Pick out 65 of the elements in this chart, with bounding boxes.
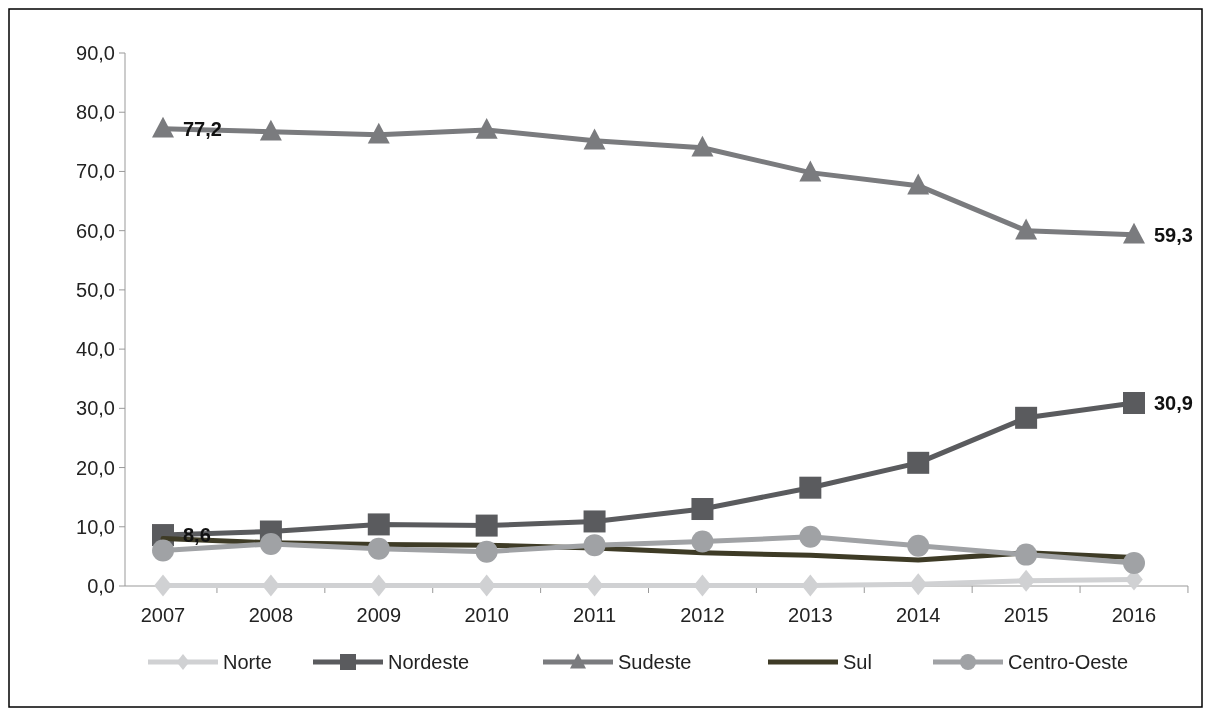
point [1123,392,1145,414]
x-tick-label: 2007 [140,604,186,626]
data-label: 59,3 [1154,223,1193,246]
y-tick-label: 0,0 [87,575,115,597]
point [1015,406,1038,429]
legend-label: Norte [223,651,272,673]
point [799,525,822,548]
point [583,534,606,557]
point [907,173,930,195]
x-tick-label: 2014 [895,604,941,626]
legend-label: Sudeste [618,651,692,673]
y-tick-label: 10,0 [76,515,115,538]
x-tick-label: 2012 [680,604,725,626]
point [691,498,714,521]
x-tick-label: 2008 [248,604,294,626]
y-tick-label: 50,0 [76,278,115,301]
point [583,128,606,150]
point [369,574,388,597]
point [1123,551,1145,574]
point [262,574,280,597]
point [909,573,928,596]
point [152,116,174,138]
data-label: 30,9 [1154,392,1193,414]
point [907,534,930,557]
x-tick-label: 2015 [1003,604,1049,626]
y-tick-label: 60,0 [76,219,115,242]
point [367,513,390,536]
x-tick-label: 2016 [1111,604,1157,626]
y-tick-label: 30,0 [76,397,115,420]
point [585,574,604,597]
x-tick-label: 2011 [573,604,617,626]
point [475,117,498,139]
point [801,574,820,597]
legend-label: Sul [843,651,872,673]
legend-label: Nordeste [388,651,470,673]
y-tick-label: 90,0 [76,42,115,64]
point [691,135,714,157]
point [1015,543,1038,566]
y-tick-label: 40,0 [76,338,115,361]
point [154,574,172,597]
point [799,160,822,182]
data-label: 77,2 [183,117,222,140]
point [1123,222,1145,244]
point [475,514,498,537]
x-tick-label: 2009 [356,604,402,626]
x-tick-label: 2013 [788,604,833,626]
point [583,510,606,533]
point [259,119,282,141]
point [367,537,390,560]
y-tick-label: 70,0 [76,160,115,183]
legend-label: Centro-Oeste [1008,651,1129,673]
point [1017,569,1035,592]
point [1015,218,1038,240]
point [475,540,498,563]
y-tick-label: 20,0 [76,456,115,479]
point [152,539,174,562]
point [693,574,712,597]
point [477,574,496,597]
point [799,476,822,499]
point [691,530,714,553]
y-tick-label: 80,0 [76,101,115,124]
point [907,451,930,474]
point [259,532,282,555]
x-tick-label: 2010 [464,604,509,626]
point [367,122,390,144]
